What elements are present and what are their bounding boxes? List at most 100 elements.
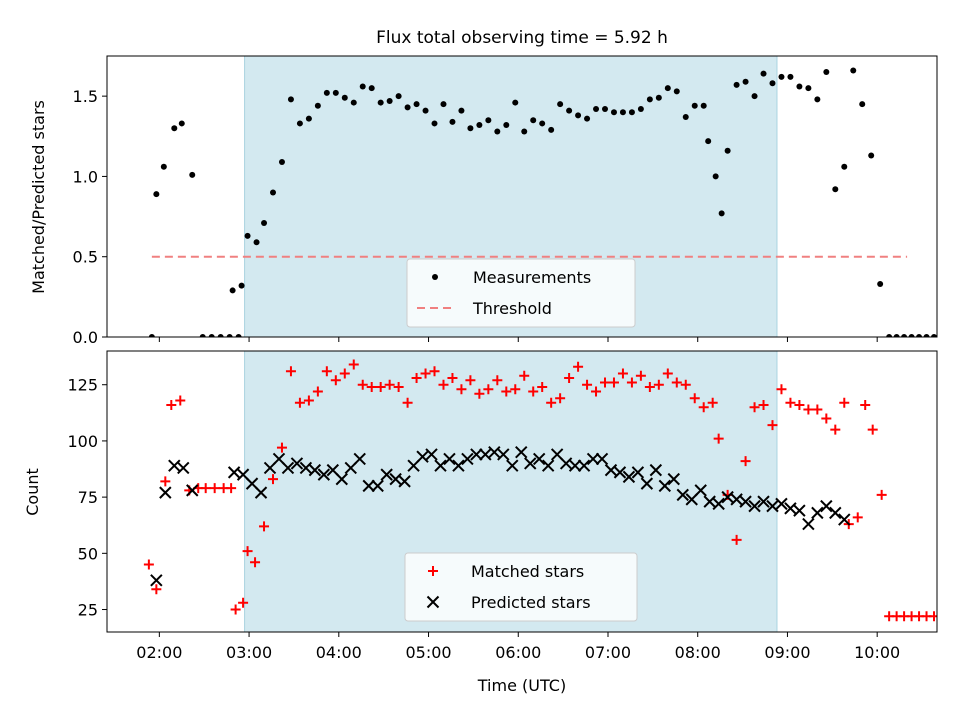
predicted-stars-point xyxy=(497,448,510,461)
measurements-point xyxy=(673,88,680,95)
chart-title: Flux total observing time = 5.92 h xyxy=(376,28,668,48)
predicted-stars-point xyxy=(676,488,689,502)
predicted-stars-point xyxy=(604,463,618,477)
measurements-point xyxy=(341,94,348,101)
measurements-point xyxy=(226,334,233,337)
matched-stars-point xyxy=(519,370,530,381)
measurements-point xyxy=(877,281,884,288)
measurements-point xyxy=(923,334,930,337)
measurements-point xyxy=(229,287,236,294)
predicted-stars-point xyxy=(389,472,402,486)
matched-stars-point xyxy=(564,372,575,383)
measurements-point xyxy=(235,334,242,337)
matched-stars-point xyxy=(483,384,494,395)
upper-y-tick-label: 1.5 xyxy=(73,87,98,106)
measurements-point xyxy=(823,69,830,76)
predicted-stars-point xyxy=(168,459,181,472)
matched-stars-point xyxy=(321,366,332,377)
predicted-stars-point xyxy=(649,463,663,477)
legend-label: Matched stars xyxy=(471,562,584,581)
matched-stars-point xyxy=(608,377,619,388)
lower-y-tick-label: 125 xyxy=(67,376,98,395)
matched-stars-point xyxy=(166,399,177,410)
upper-plot: 0.0 0.5 1.0 1.5 Measurements Threshold xyxy=(73,55,938,347)
upper-y-tick-label: 0.5 xyxy=(73,248,98,267)
matched-stars-point xyxy=(230,604,241,615)
matched-stars-point xyxy=(713,433,724,444)
matched-stars-point xyxy=(175,395,186,406)
measurements-point xyxy=(637,105,644,112)
measurements-point xyxy=(476,122,483,129)
predicted-stars-point xyxy=(177,461,190,475)
lower-y-tick-label: 75 xyxy=(78,488,98,507)
predicted-stars-point xyxy=(784,502,797,515)
matched-stars-point xyxy=(852,512,863,523)
legend-dot-swatch xyxy=(432,274,438,280)
measurements-point xyxy=(916,334,923,337)
measurements-point xyxy=(814,96,821,103)
predicted-stars-point xyxy=(577,459,591,472)
measurements-point xyxy=(787,73,794,80)
lower-axes-frame xyxy=(106,350,938,633)
matched-stars-point xyxy=(200,483,211,494)
measurements-point xyxy=(467,125,474,132)
measurements-point xyxy=(368,85,375,92)
measurements-point xyxy=(199,334,206,337)
measurements-point xyxy=(593,105,600,112)
matched-stars-point xyxy=(731,534,742,545)
measurements-point xyxy=(712,173,719,180)
measurements-point xyxy=(287,96,294,103)
x-tick-label: 05:00 xyxy=(405,643,451,662)
predicted-stars-point xyxy=(254,486,268,499)
measurements-point xyxy=(769,80,776,87)
measurements-point xyxy=(778,73,785,80)
measurements-point xyxy=(422,107,429,114)
predicted-stars-point xyxy=(793,504,806,517)
measurements-point xyxy=(724,147,731,154)
measurements-point xyxy=(664,85,671,92)
matched-stars-point xyxy=(794,399,805,410)
matched-stars-point xyxy=(803,404,814,415)
measurements-point xyxy=(718,210,725,217)
predicted-stars-point xyxy=(159,486,172,499)
predicted-stars-point xyxy=(362,479,375,493)
x-tick-label: 03:00 xyxy=(226,643,272,662)
measurements-point xyxy=(413,101,420,108)
legend-label: Predicted stars xyxy=(471,593,591,612)
matched-stars-point xyxy=(929,611,937,622)
predicted-stars-point xyxy=(712,497,725,511)
legend-label: Threshold xyxy=(472,299,552,318)
matched-stars-point xyxy=(474,388,485,399)
upper-axes-frame xyxy=(106,55,938,338)
measurements-point xyxy=(841,163,848,170)
predicted-stars-point xyxy=(721,490,734,504)
matched-stars-point xyxy=(151,584,162,595)
predicted-stars-point xyxy=(694,484,707,497)
predicted-stars-point xyxy=(757,495,770,508)
predicted-stars-point xyxy=(775,497,788,511)
predicted-stars-point xyxy=(541,459,555,472)
measurements-point xyxy=(796,83,803,90)
measurements-point xyxy=(602,105,608,112)
measurements-point xyxy=(733,81,740,88)
matched-stars-point xyxy=(707,397,718,408)
measurements-point xyxy=(557,101,564,108)
predicted-stars-point xyxy=(150,574,163,587)
matched-stars-point xyxy=(285,366,296,377)
measurements-point xyxy=(270,189,276,196)
lower-y-tick-label: 100 xyxy=(67,432,98,451)
upper-y-tick-label: 0.0 xyxy=(73,328,98,347)
matched-stars-point xyxy=(689,393,700,404)
measurements-point xyxy=(494,128,501,135)
matched-stars-point xyxy=(821,413,832,424)
matched-stars-point xyxy=(555,393,566,404)
upper-legend xyxy=(406,258,636,328)
predicted-stars-point xyxy=(559,457,573,470)
predicted-stars-point xyxy=(515,445,528,459)
matched-stars-point xyxy=(143,559,154,570)
predicted-stars-point xyxy=(290,457,304,470)
x-tick-label: 04:00 xyxy=(316,643,362,662)
measurements-point xyxy=(742,78,749,85)
measurements-point xyxy=(584,115,591,122)
matched-stars-point xyxy=(420,368,431,379)
